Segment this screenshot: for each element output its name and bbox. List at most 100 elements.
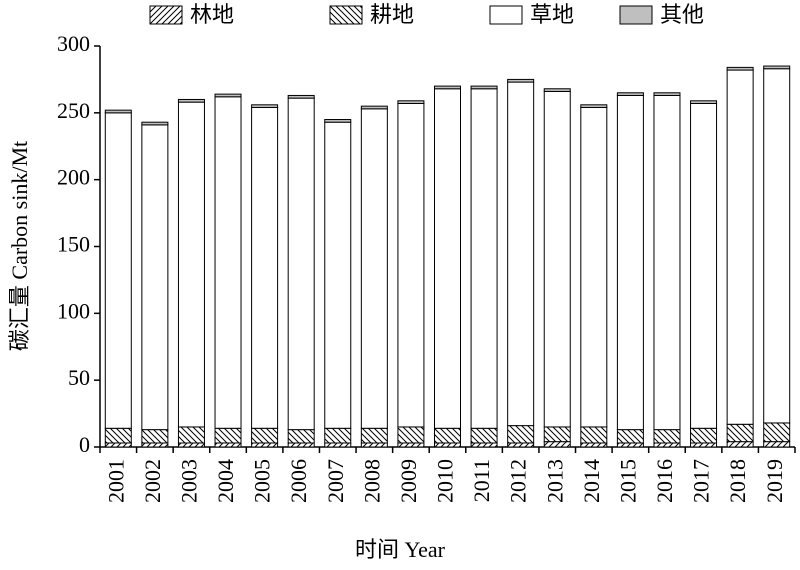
- x-axis-label: 时间 Year: [355, 537, 446, 562]
- bar-segment: [763, 65, 791, 70]
- x-tick-label: 2008: [359, 459, 384, 503]
- legend-label: 耕地: [370, 3, 414, 28]
- x-tick-label: 2001: [103, 459, 128, 503]
- bar-segment: [141, 121, 169, 126]
- x-tick-label: 2011: [469, 459, 494, 502]
- y-axis-label: 碳汇量 Carbon sink/Mt: [7, 141, 32, 351]
- bar-segment: [287, 442, 315, 448]
- bar-segment: [397, 442, 425, 448]
- bar-segment: [470, 427, 498, 444]
- bar-segment: [434, 85, 461, 90]
- bar-segment: [580, 442, 608, 448]
- bar-segment: [360, 442, 388, 448]
- legend-label: 其他: [660, 3, 704, 28]
- bar-segment: [324, 121, 352, 429]
- bar-segment: [726, 69, 754, 425]
- bar-segment: [616, 94, 644, 431]
- bar-segment: [653, 429, 681, 444]
- x-tick-label: 2006: [286, 459, 311, 503]
- bar-segment: [251, 427, 279, 444]
- y-tick-label: 150: [57, 232, 90, 257]
- x-tick-label: 2010: [433, 459, 458, 503]
- x-tick-label: 2019: [762, 459, 787, 503]
- bar-segment: [397, 426, 425, 444]
- bar-segment: [763, 422, 791, 443]
- bar-segment: [397, 100, 425, 104]
- y-tick-label: 300: [57, 31, 90, 56]
- bar-segment: [177, 101, 205, 428]
- bar-segment: [616, 429, 644, 444]
- bar-segment: [616, 442, 644, 448]
- bar-segment: [287, 94, 315, 99]
- bar-segment: [214, 96, 242, 429]
- bar-segment: [507, 81, 535, 427]
- x-tick-label: 2013: [542, 459, 567, 503]
- bar-segment: [543, 90, 571, 428]
- x-tick-label: 2007: [323, 459, 348, 503]
- y-tick-label: 200: [57, 165, 90, 190]
- bar-segment: [324, 427, 352, 444]
- bar-segment: [360, 108, 388, 429]
- bar-segment: [397, 102, 425, 428]
- x-tick-label: 2018: [725, 459, 750, 503]
- bar-segment: [653, 94, 681, 431]
- bar-segment: [104, 427, 132, 444]
- bar-segment: [141, 124, 169, 431]
- bar-segment: [726, 66, 754, 71]
- y-tick-label: 250: [57, 98, 90, 123]
- bar-segment: [616, 92, 644, 96]
- bar-segment: [104, 442, 132, 448]
- bar-segment: [690, 102, 718, 429]
- x-tick-label: 2002: [140, 459, 165, 503]
- bar-segment: [434, 442, 461, 448]
- bar-segment: [287, 97, 315, 431]
- bar-segment: [543, 441, 571, 448]
- legend-swatch: [329, 5, 363, 25]
- bar-segment: [177, 442, 205, 448]
- x-tick-label: 2003: [176, 459, 201, 503]
- bar-segment: [214, 93, 242, 98]
- bar-segment: [104, 112, 132, 429]
- x-tick-label: 2014: [579, 459, 604, 503]
- bar-segment: [763, 441, 791, 448]
- bar-segment: [324, 442, 352, 448]
- bar-segment: [580, 426, 608, 444]
- legend: 林地 耕地 草地 其他: [149, 3, 704, 28]
- bar-segment: [690, 427, 718, 444]
- bar-segment: [470, 88, 498, 429]
- bar-segment: [653, 442, 681, 448]
- bar-segment: [470, 85, 498, 90]
- bar-segment: [251, 442, 279, 448]
- bar-segment: [507, 425, 535, 444]
- bar-segment: [324, 119, 352, 123]
- y-tick-label: 0: [79, 432, 90, 457]
- x-tick-label: 2017: [689, 459, 714, 503]
- bar-segment: [507, 78, 535, 83]
- bar-segment: [470, 442, 498, 448]
- bar-segment: [434, 88, 461, 429]
- legend-swatch: [489, 5, 523, 25]
- bar-segment: [690, 442, 718, 448]
- x-tick-label: 2009: [396, 459, 421, 503]
- bar-segment: [177, 426, 205, 444]
- bar-segment: [507, 442, 535, 448]
- legend-label: 草地: [530, 3, 574, 28]
- bar-segment: [763, 68, 791, 424]
- bar-segment: [580, 104, 608, 108]
- x-tick-label: 2012: [506, 459, 531, 503]
- x-tick-label: 2016: [652, 459, 677, 503]
- legend-label: 林地: [190, 3, 234, 28]
- bar-segment: [251, 106, 279, 429]
- x-tick-label: 2004: [213, 459, 238, 503]
- bar-segment: [726, 441, 754, 448]
- bar-segment: [434, 427, 461, 444]
- bar-segment: [251, 104, 279, 108]
- bar-segment: [653, 92, 681, 96]
- bar-segment: [141, 429, 169, 444]
- y-tick-label: 100: [57, 298, 90, 323]
- bar-segment: [214, 442, 242, 448]
- x-tick-label: 2005: [250, 459, 275, 503]
- bar-segment: [543, 88, 571, 92]
- bar-segment: [580, 106, 608, 428]
